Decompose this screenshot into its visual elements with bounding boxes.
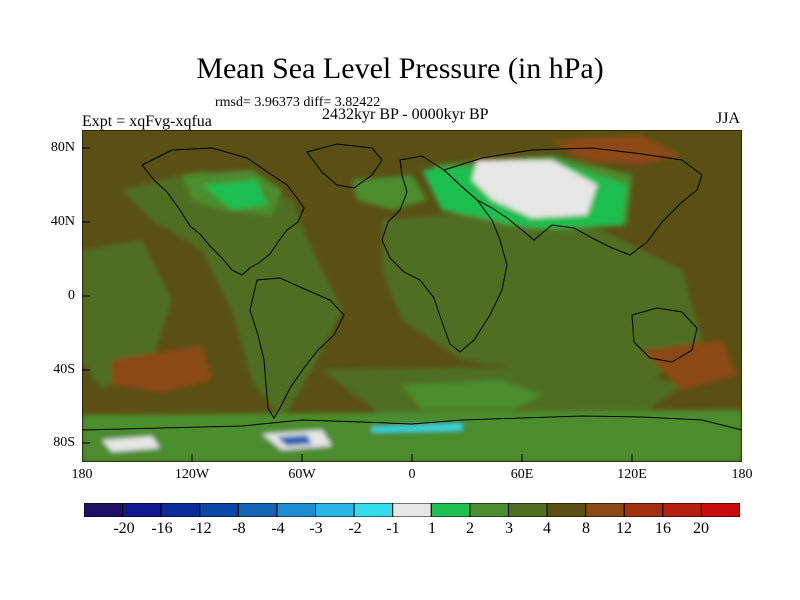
coast-antarctica xyxy=(82,415,742,431)
pressure-map xyxy=(82,130,742,462)
region-olive-pacific xyxy=(82,240,172,390)
colorbar-cell xyxy=(353,503,394,517)
colorbar-cell xyxy=(546,503,587,517)
colorbar-label: -1 xyxy=(386,520,400,537)
season-label: JJA xyxy=(716,110,741,127)
colorbar-label: 2 xyxy=(466,520,474,537)
colorbar-cell xyxy=(507,503,548,517)
colorbar-cell xyxy=(315,503,355,517)
region-brown-arctic xyxy=(552,135,682,165)
colorbar-label: -20 xyxy=(113,520,135,537)
region-white-asia xyxy=(472,160,597,218)
anomaly-regions xyxy=(82,135,742,462)
y-tick-40n: 40N xyxy=(50,214,75,229)
colorbar-label: 12 xyxy=(616,520,632,537)
colorbar-label: -2 xyxy=(348,520,362,537)
colorbar-label: 3 xyxy=(505,520,513,537)
region-olive-africa-asia xyxy=(382,210,702,380)
region-green-north-atlantic xyxy=(352,175,427,210)
period-line: 2432kyr BP - 0000kyr BP xyxy=(322,106,489,123)
region-blue-antarctic xyxy=(277,435,312,446)
y-tick-40s: 40S xyxy=(53,362,75,377)
colorbar-cell xyxy=(585,503,625,517)
x-tick-60w: 60W xyxy=(288,467,316,482)
colorbar-cell xyxy=(392,503,432,517)
colorbar-cell xyxy=(199,503,239,517)
colorbar-cell xyxy=(276,503,317,517)
x-tick-180w: 180 xyxy=(71,467,93,482)
coast-asia xyxy=(443,147,703,256)
colorbar-label: 8 xyxy=(582,520,590,537)
colorbar-cell xyxy=(430,503,471,517)
coast-north-america xyxy=(141,147,305,276)
colorbar-label: -16 xyxy=(151,520,173,537)
colorbar-label: -4 xyxy=(271,520,285,537)
region-white-antarctic-w xyxy=(102,436,160,452)
coast-greenland xyxy=(306,143,383,189)
colorbar-label: 20 xyxy=(693,520,709,537)
region-brown-indian xyxy=(642,340,737,390)
colorbar xyxy=(84,503,740,517)
experiment-line: Expt = xqFvg-xqfua xyxy=(82,113,212,130)
coast-south-america xyxy=(249,277,345,419)
region-green-antarctic xyxy=(82,410,742,462)
colorbar-cell xyxy=(84,503,124,517)
colorbar-label: 4 xyxy=(543,520,551,537)
x-tick-120e: 120E xyxy=(617,467,647,482)
colorbar-cell xyxy=(662,503,702,517)
y-tick-80n: 80N xyxy=(50,140,75,155)
region-brown-south-pacific xyxy=(112,345,212,392)
y-tick-0: 0 xyxy=(68,288,75,303)
x-tick-0: 0 xyxy=(408,467,416,482)
region-olive-americas xyxy=(122,170,342,420)
axis-ticks xyxy=(82,147,633,462)
colorbar-label: -8 xyxy=(232,520,246,537)
colorbar-cell xyxy=(237,503,278,517)
colorbar-label: 1 xyxy=(428,520,436,537)
region-cyan-antarctic xyxy=(372,424,462,432)
x-tick-60e: 60E xyxy=(510,467,534,482)
x-tick-120w: 120W xyxy=(174,467,210,482)
coastlines xyxy=(82,143,742,431)
colorbar-cell xyxy=(700,503,740,517)
x-tick-180e: 180 xyxy=(731,467,753,482)
colorbar-label: -3 xyxy=(309,520,323,537)
colorbar-cell xyxy=(469,503,509,517)
colorbar-cell xyxy=(623,503,664,517)
stats-line: rmsd= 3.96373 diff= 3.82422 xyxy=(215,95,381,110)
y-tick-80s: 80S xyxy=(53,435,75,450)
colorbar-label: -12 xyxy=(190,520,212,537)
chart-title: Mean Sea Level Pressure (in hPa) xyxy=(196,52,604,85)
colorbar-cell xyxy=(160,503,201,517)
colorbar-label: 16 xyxy=(655,520,671,537)
region-green-southern xyxy=(402,380,542,410)
region-bright-green-na xyxy=(202,180,267,210)
colorbar-cell xyxy=(122,503,162,517)
coast-australia xyxy=(631,307,698,363)
